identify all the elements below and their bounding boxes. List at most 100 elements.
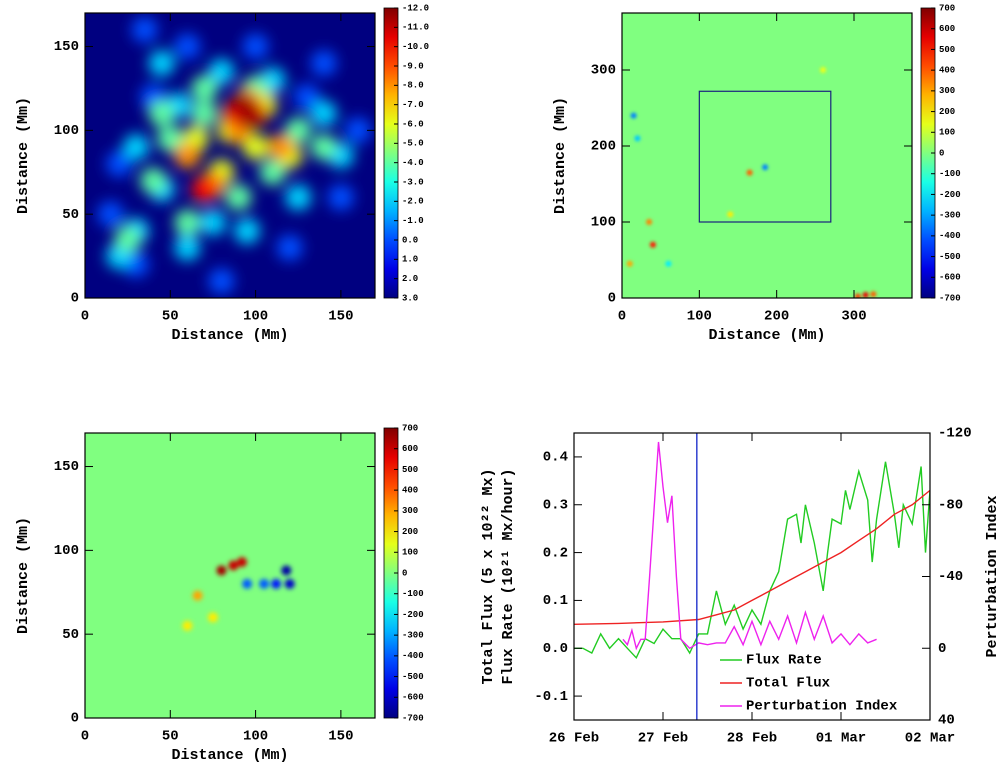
colorbar-label: -600 (402, 693, 424, 703)
x-tick-label: 0 (81, 729, 89, 745)
plot-frame (621, 12, 913, 299)
colorbar-label: 600 (402, 444, 418, 454)
colorbar-label: -700 (402, 713, 424, 723)
map (622, 13, 912, 298)
lines (574, 441, 930, 660)
y-tick-label: 100 (54, 543, 79, 559)
spot (649, 241, 656, 248)
spot (762, 164, 769, 171)
spot (259, 159, 286, 186)
region-box (698, 90, 832, 223)
x-tick-label: 300 (841, 309, 866, 325)
spot (854, 293, 861, 298)
spot (123, 134, 150, 161)
spot (228, 560, 239, 571)
spot (746, 169, 753, 176)
x-tick-label: 27 Feb (638, 731, 688, 747)
spots (182, 557, 295, 631)
colorbar-label: -7.0 (402, 100, 424, 110)
colorbar-label: 200 (939, 107, 955, 117)
spot (106, 150, 133, 177)
y-tick-label: 0.2 (543, 545, 568, 561)
y-tick-label: 0.1 (543, 593, 568, 609)
x-tick-label: 02 Mar (905, 731, 955, 747)
spot (630, 112, 637, 119)
colorbar-label: -9.0 (402, 61, 424, 71)
spot (310, 50, 337, 77)
y-axis-label: Total Flux (5 x 10²² Mx) (480, 468, 497, 684)
spot (216, 565, 227, 576)
colorbar-label: -10.0 (402, 42, 429, 52)
spot (626, 260, 633, 267)
series-line (574, 461, 930, 660)
colorbar-label: 700 (939, 3, 955, 13)
colorbar-label: 500 (939, 45, 955, 55)
spots (626, 67, 877, 298)
colorbar-label: -12.0 (402, 3, 429, 13)
x-tick-label: 26 Feb (549, 731, 599, 747)
colorbar-label: -200 (402, 610, 424, 620)
y-tick-label: 0.0 (543, 641, 568, 657)
spot (225, 184, 252, 211)
spot (271, 578, 282, 589)
spot (276, 234, 303, 261)
spot (236, 557, 247, 568)
spot (285, 184, 312, 211)
map (85, 433, 375, 718)
plot-frame (84, 12, 376, 299)
colorbar-label: -4.0 (402, 158, 424, 168)
y-tick-label: 0 (71, 291, 79, 307)
y-tick-label: 100 (54, 123, 79, 139)
colorbar-label: 0 (402, 568, 407, 578)
x-tick-label: 100 (243, 729, 268, 745)
spot (191, 75, 218, 102)
spot (293, 83, 320, 110)
x-tick-label: 150 (328, 729, 353, 745)
colorbar-label: -100 (402, 589, 424, 599)
colorbar-label: -400 (939, 231, 961, 241)
x-axis-label: Distance (Mm) (171, 327, 288, 344)
spot (284, 578, 295, 589)
y-tick-label: 150 (54, 459, 79, 475)
spot (148, 50, 175, 77)
x-tick-label: 200 (764, 309, 789, 325)
colorbar-label: 0.0 (402, 235, 418, 245)
spot (234, 217, 261, 244)
spot (344, 117, 371, 144)
spot (870, 291, 877, 298)
y2-tick-label: -120 (938, 426, 972, 442)
y2-axis-label: Perturbation Index (984, 495, 1001, 657)
spot (174, 33, 201, 60)
colorbar-label: 400 (402, 486, 418, 496)
spot (191, 176, 218, 203)
spot (208, 268, 235, 295)
x-tick-label: 01 Mar (816, 731, 866, 747)
colorbar-label: -11.0 (402, 23, 429, 33)
colorbar-label: -600 (939, 273, 961, 283)
colorbar-label: -6.0 (402, 119, 424, 129)
x-tick-label: 0 (618, 309, 626, 325)
colorbar (383, 7, 399, 299)
map-background (622, 13, 912, 298)
spot (242, 134, 269, 161)
colorbar-label: 700 (402, 423, 418, 433)
spot (192, 590, 203, 601)
spot (174, 142, 201, 169)
y-axis-label: Flux Rate (10²¹ Mx/hour) (500, 468, 517, 684)
spot (259, 578, 270, 589)
y-tick-label: 300 (591, 63, 616, 79)
colorbar-label: -500 (402, 672, 424, 682)
spot (285, 117, 312, 144)
colorbar-label: -100 (939, 169, 961, 179)
plot-frame (84, 432, 376, 719)
spot (174, 234, 201, 261)
y-tick-label: 0.3 (543, 497, 568, 513)
x-tick-label: 100 (243, 309, 268, 325)
x-tick-label: 150 (328, 309, 353, 325)
y-tick-label: 0 (71, 711, 79, 727)
legend-label: Total Flux (746, 676, 831, 692)
colorbar-label: -5.0 (402, 139, 424, 149)
y-axis-label: Distance (Mm) (15, 517, 32, 634)
colorbar-label: 200 (402, 527, 418, 537)
